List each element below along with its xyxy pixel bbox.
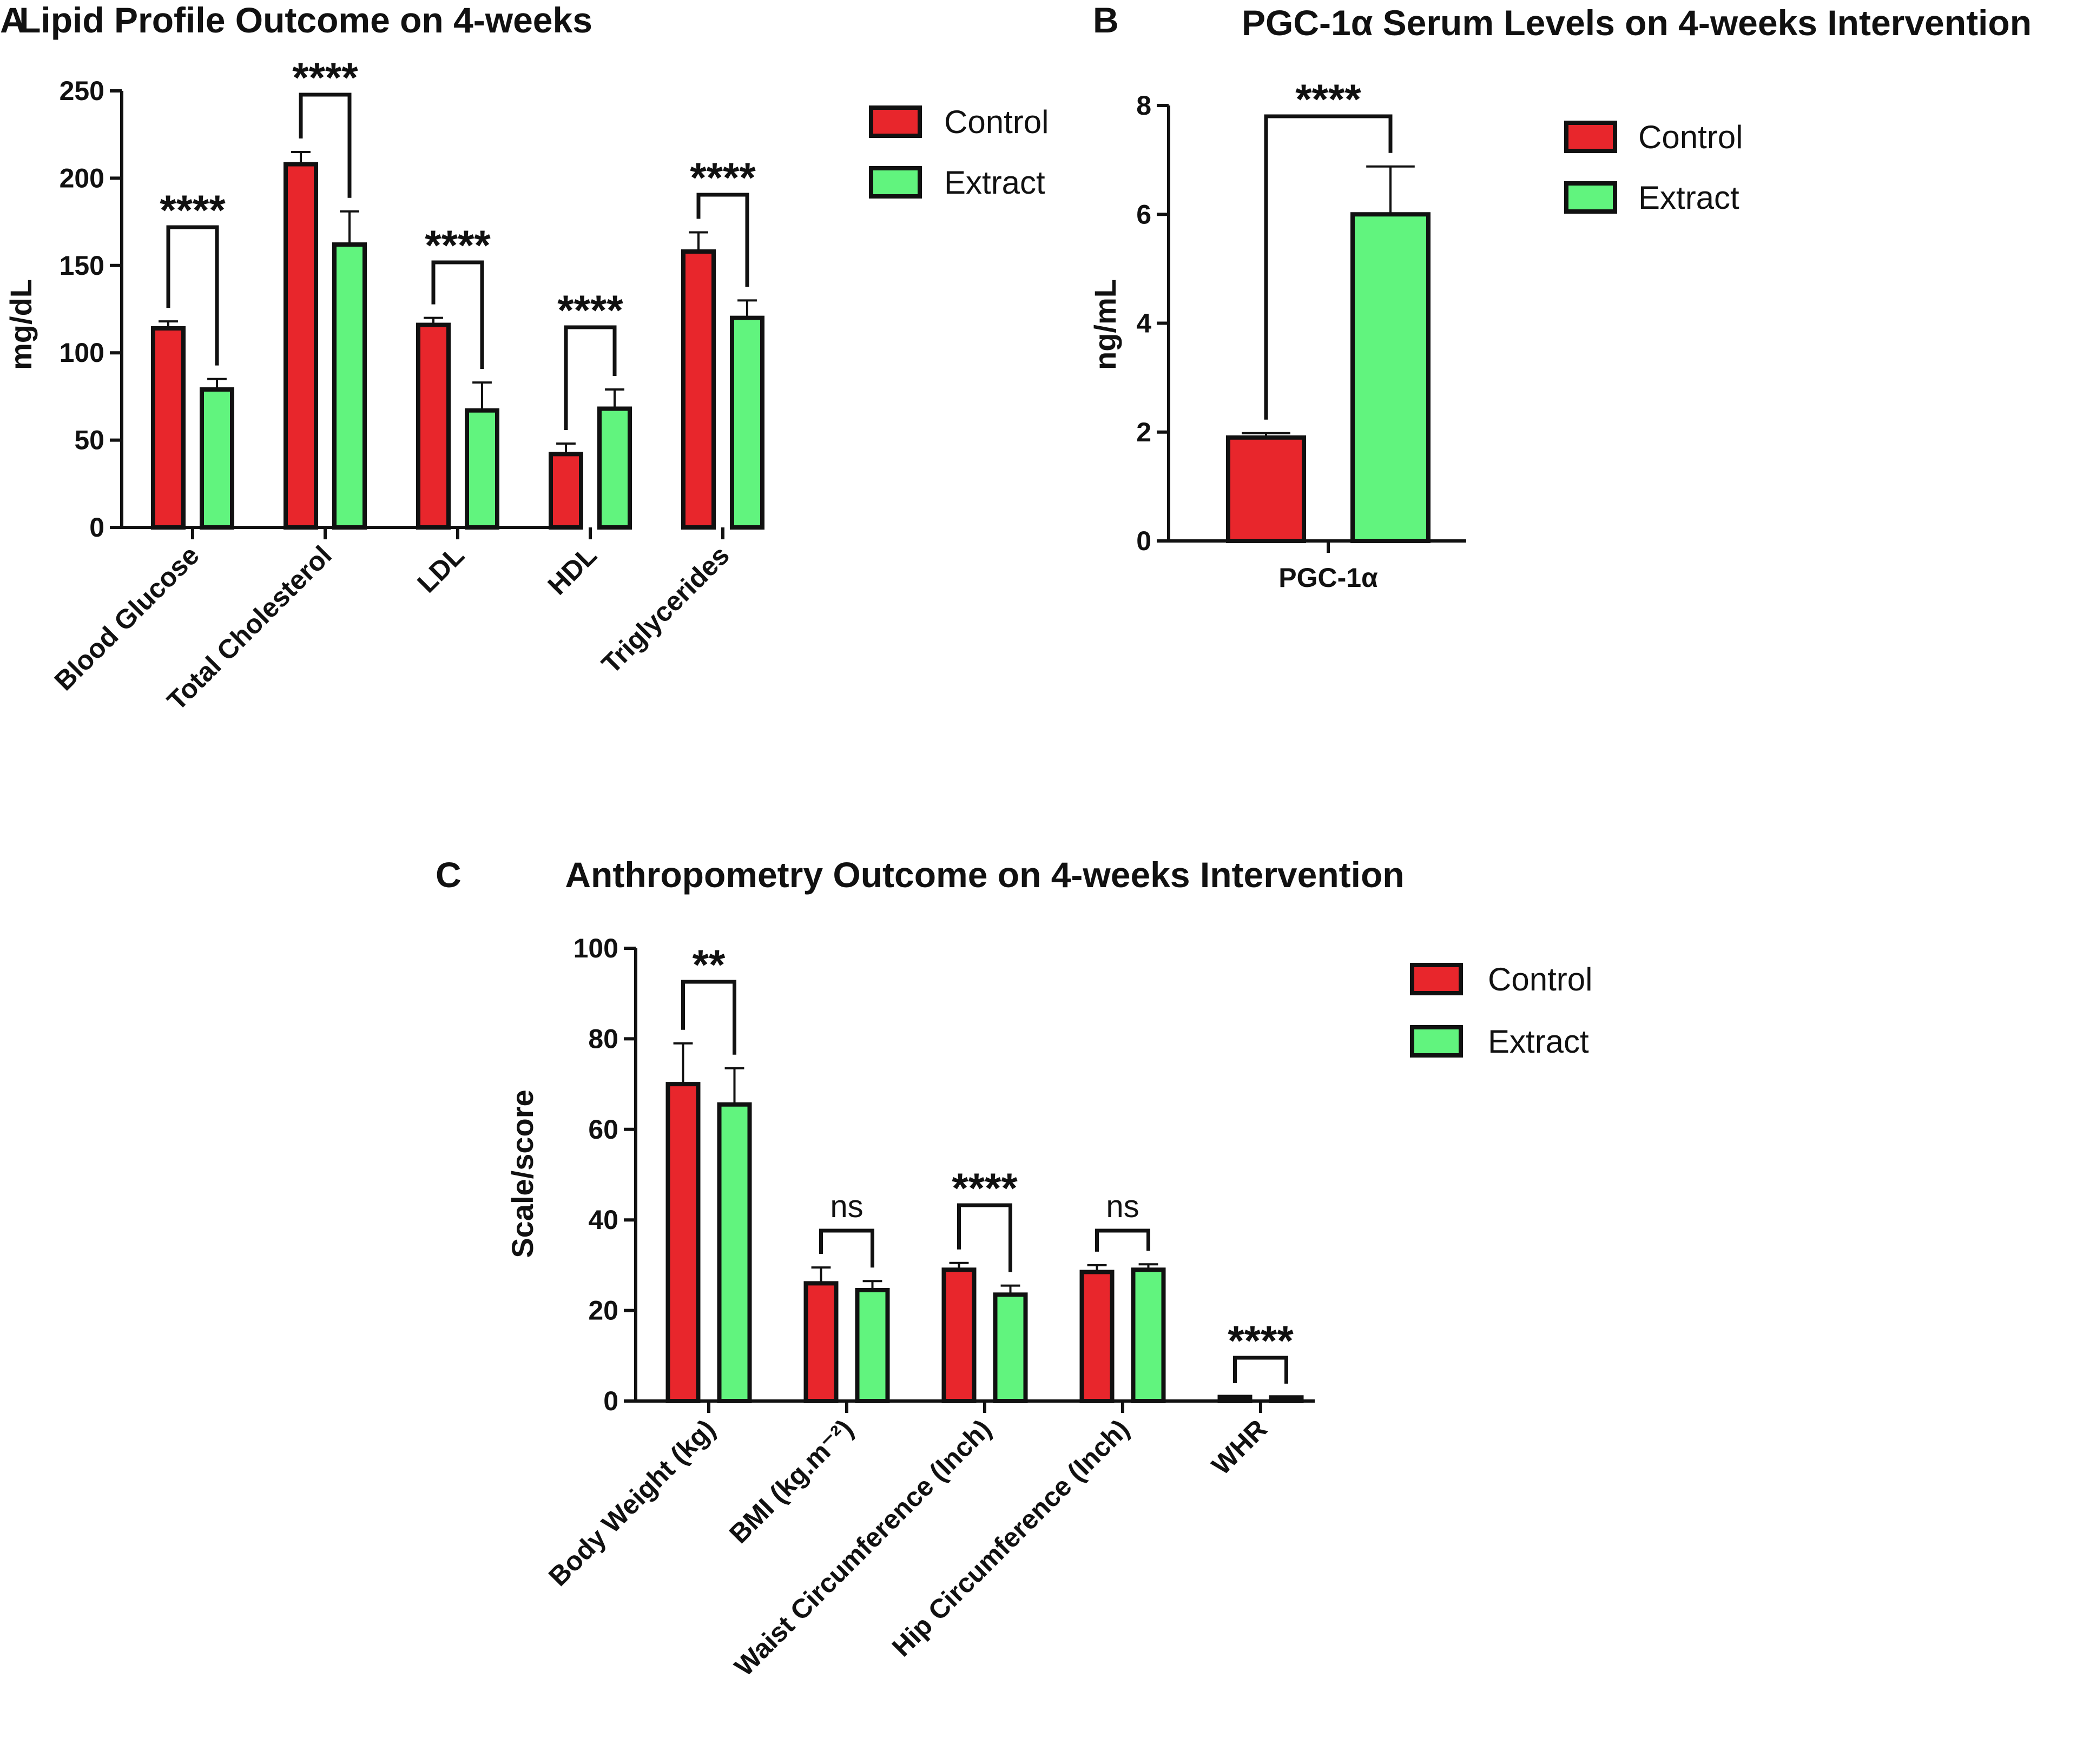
bar-extract xyxy=(200,387,234,530)
significance-label: **** xyxy=(690,154,756,201)
panel-c-anthropometry: C Anthropometry Outcome on 4-weeks Inter… xyxy=(436,855,1592,1682)
bar-extract xyxy=(332,242,367,530)
bar-control xyxy=(1226,435,1306,543)
significance-label: **** xyxy=(160,186,226,234)
panel-a-y-axis-label: mg/dL xyxy=(4,279,38,370)
bar-control xyxy=(1079,1270,1115,1404)
panel-a-title: Lipid Profile Outcome on 4-weeks xyxy=(19,0,592,40)
significance-bracket xyxy=(957,1203,1012,1272)
significance-bracket xyxy=(819,1228,874,1268)
y-tick-label: 100 xyxy=(574,933,618,963)
bar-control xyxy=(151,326,186,530)
significance-label: **** xyxy=(952,1164,1018,1212)
significance-bracket xyxy=(1233,1356,1288,1384)
y-tick-label: 20 xyxy=(588,1296,618,1326)
bar-control xyxy=(803,1281,839,1403)
legend-label-extract: Extract xyxy=(1638,180,1739,216)
legend-swatch-control xyxy=(1410,963,1463,995)
significance-bracket xyxy=(1264,114,1393,420)
significance-label: ** xyxy=(693,941,726,988)
significance-bracket xyxy=(681,980,736,1055)
bar-extract xyxy=(717,1102,752,1403)
y-tick-label: 80 xyxy=(588,1023,618,1054)
y-tick-label: 150 xyxy=(60,250,104,281)
x-category-label: Waist Circumference (Inch) xyxy=(729,1413,997,1682)
x-category-label: Hip Circumference (Inch) xyxy=(886,1413,1135,1662)
significance-label: **** xyxy=(1228,1317,1294,1364)
x-category-label: Blood Glucose xyxy=(49,540,205,696)
y-tick-label: 2 xyxy=(1136,417,1151,447)
y-tick-label: 4 xyxy=(1136,308,1151,339)
x-category-label: Triglycerides xyxy=(596,540,735,679)
x-category-label: WHR xyxy=(1206,1413,1273,1481)
legend-label-control: Control xyxy=(1488,961,1592,997)
y-tick-label: 0 xyxy=(1136,526,1151,556)
significance-bracket xyxy=(696,193,749,287)
legend-label-extract: Extract xyxy=(944,164,1045,201)
bar-extract xyxy=(1131,1267,1166,1404)
x-category-label: PGC-1α xyxy=(1278,563,1378,593)
bar-control xyxy=(681,249,716,530)
y-tick-label: 100 xyxy=(60,338,104,368)
bar-extract xyxy=(1350,212,1431,543)
bar-extract xyxy=(730,315,764,530)
y-tick-label: 60 xyxy=(588,1114,618,1145)
y-tick-label: 50 xyxy=(74,425,104,455)
panel-b-pgc1a: B PGC-1α Serum Levels on 4-weeks Interve… xyxy=(1088,0,2032,593)
legend-swatch-extract xyxy=(1564,181,1617,214)
legend-swatch-extract xyxy=(869,166,922,199)
significance-label: **** xyxy=(425,221,491,269)
panel-b-y-axis-label: ng/mL xyxy=(1088,279,1122,370)
legend-label-control: Control xyxy=(944,104,1049,140)
significance-label: **** xyxy=(1295,75,1361,123)
bar-extract xyxy=(597,406,632,530)
y-tick-label: 8 xyxy=(1136,90,1151,121)
y-tick-label: 6 xyxy=(1136,199,1151,229)
panel-b-letter: B xyxy=(1093,0,1119,40)
y-tick-label: 250 xyxy=(60,76,104,106)
bar-control xyxy=(665,1082,701,1403)
legend-label-extract: Extract xyxy=(1488,1023,1589,1060)
bar-extract xyxy=(993,1292,1028,1403)
y-tick-label: 40 xyxy=(588,1205,618,1235)
x-category-label: HDL xyxy=(542,540,603,600)
legend-swatch-extract xyxy=(1410,1025,1463,1058)
significance-bracket xyxy=(166,225,219,366)
x-category-label: LDL xyxy=(411,540,470,598)
significance-label: ns xyxy=(830,1189,863,1224)
panel-a-lipid-profile: A Lipid Profile Outcome on 4-weeks mg/dL… xyxy=(0,0,1049,716)
bar-control xyxy=(941,1267,977,1404)
significance-label: ns xyxy=(1106,1189,1139,1224)
significance-bracket xyxy=(564,325,617,431)
significance-bracket xyxy=(1095,1228,1150,1252)
bar-control xyxy=(416,322,451,530)
panel-b-title: PGC-1α Serum Levels on 4-weeks Intervent… xyxy=(1242,3,2032,43)
bar-extract xyxy=(855,1287,890,1404)
y-tick-label: 200 xyxy=(60,163,104,193)
significance-bracket xyxy=(299,93,352,198)
legend-label-control: Control xyxy=(1638,119,1743,155)
y-tick-label: 0 xyxy=(603,1386,618,1416)
bar-extract xyxy=(465,408,499,530)
panel-c-y-axis-label: Scale/score xyxy=(505,1089,539,1258)
significance-bracket xyxy=(431,260,484,369)
panel-a-letter: A xyxy=(0,0,26,40)
x-category-label: Body Weight (kg) xyxy=(543,1413,721,1592)
significance-label: **** xyxy=(292,54,358,101)
legend-swatch-control xyxy=(869,105,922,138)
legend-swatch-control xyxy=(1564,121,1617,153)
significance-label: **** xyxy=(557,286,623,334)
bar-control xyxy=(549,452,583,530)
y-tick-label: 0 xyxy=(89,512,104,543)
panel-c-letter: C xyxy=(436,855,462,895)
panel-c-title: Anthropometry Outcome on 4-weeks Interve… xyxy=(565,855,1404,895)
bar-control xyxy=(284,162,318,530)
x-category-label: BMI (kg.m⁻²) xyxy=(723,1413,859,1549)
